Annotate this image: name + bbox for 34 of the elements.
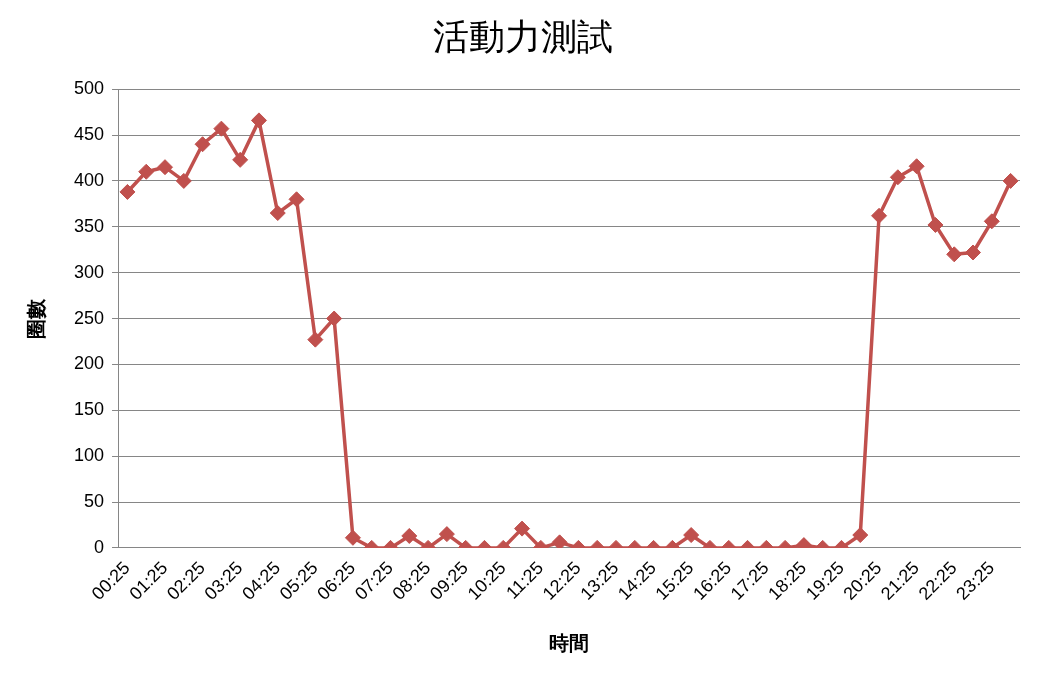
- chart-title: 活動力測試: [433, 15, 613, 57]
- y-tick-label: 200: [73, 353, 105, 374]
- y-tick-label: 100: [73, 445, 105, 466]
- point: [157, 159, 174, 176]
- point: [250, 112, 267, 129]
- point: [307, 331, 324, 348]
- y-tick-label: 150: [73, 399, 105, 420]
- point: [213, 120, 230, 137]
- point: [983, 213, 1000, 230]
- point: [965, 244, 982, 261]
- point: [119, 183, 136, 200]
- point: [232, 151, 249, 168]
- y-tick-label: 450: [73, 124, 105, 145]
- point: [927, 216, 944, 233]
- x-axis-title: 時間: [549, 631, 590, 656]
- y-tick-label: 400: [73, 169, 105, 190]
- y-tick-label: 300: [73, 261, 105, 282]
- y-tick-label: 500: [73, 78, 105, 99]
- y-tick-label: 350: [73, 215, 105, 236]
- point: [908, 158, 925, 175]
- point: [138, 163, 155, 180]
- point: [175, 172, 192, 189]
- point: [1002, 172, 1019, 189]
- point: [889, 169, 906, 186]
- point: [326, 310, 343, 327]
- point: [269, 205, 286, 222]
- point: [194, 136, 211, 153]
- point: [871, 207, 888, 224]
- point: [288, 191, 305, 208]
- y-axis-title: 圈數: [24, 297, 49, 339]
- y-tick-label: 0: [94, 536, 105, 557]
- y-tick-label: 50: [84, 490, 105, 511]
- point: [946, 246, 963, 263]
- y-tick-label: 250: [73, 307, 105, 328]
